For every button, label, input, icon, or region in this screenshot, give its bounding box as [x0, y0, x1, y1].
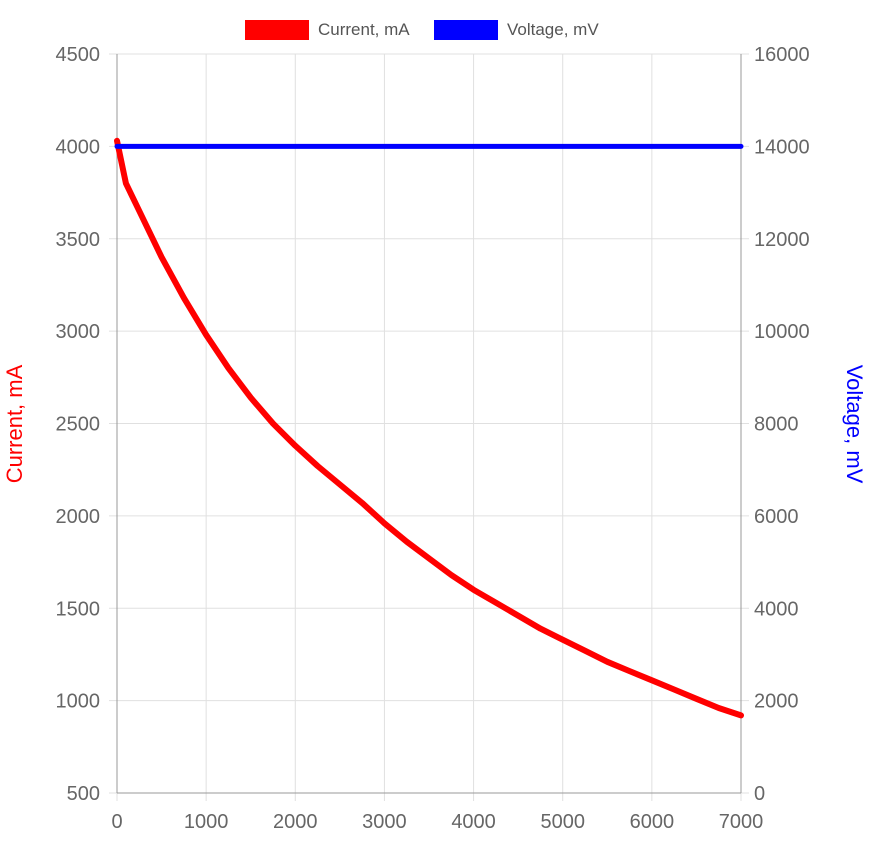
legend-swatch-voltage [434, 20, 498, 40]
x-tick-label: 0 [111, 811, 122, 833]
left-axis-title: Current, mA [2, 364, 27, 483]
right-axis-title: Voltage, mV [842, 365, 867, 484]
y-right-tick-label: 4000 [754, 598, 799, 620]
y-right-tick-label: 8000 [754, 414, 799, 436]
y-left-tick-label: 4000 [56, 136, 101, 158]
x-tick-label: 7000 [719, 811, 764, 833]
y-left-tick-label: 3000 [56, 321, 101, 343]
x-tick-label: 2000 [273, 811, 318, 833]
legend-item-current[interactable]: Current, mA [245, 20, 410, 40]
legend-label-current: Current, mA [318, 20, 410, 39]
x-tick-label: 5000 [540, 811, 585, 833]
y-right-tick-label: 2000 [754, 691, 799, 713]
x-tick-label: 4000 [451, 811, 496, 833]
current-line [114, 137, 744, 719]
y-left-tick-label: 1500 [56, 598, 101, 620]
y-left-tick-label: 500 [67, 783, 100, 805]
y-right-tick-label: 10000 [754, 321, 810, 343]
legend[interactable]: Current, mA Voltage, mV [245, 20, 599, 40]
y-left-tick-label: 2000 [56, 506, 101, 528]
y-left-tick-label: 1000 [56, 691, 101, 713]
y-left-tick-label: 3500 [56, 229, 101, 251]
y-right-tick-label: 16000 [754, 44, 810, 66]
y-right-tick-label: 6000 [754, 506, 799, 528]
legend-label-voltage: Voltage, mV [507, 20, 599, 39]
x-tick-label: 1000 [184, 811, 229, 833]
y-left-tick-label: 4500 [56, 44, 101, 66]
legend-item-voltage[interactable]: Voltage, mV [434, 20, 599, 40]
y-right-tick-label: 12000 [754, 229, 810, 251]
series-lines [114, 137, 744, 719]
y-left-tick-label: 2500 [56, 414, 101, 436]
y-right-tick-label: 14000 [754, 136, 810, 158]
x-tick-label: 6000 [630, 811, 675, 833]
legend-swatch-current [245, 20, 309, 40]
y-right-tick-label: 0 [754, 783, 765, 805]
grid [109, 53, 749, 801]
axes [116, 54, 742, 794]
x-tick-label: 3000 [362, 811, 407, 833]
